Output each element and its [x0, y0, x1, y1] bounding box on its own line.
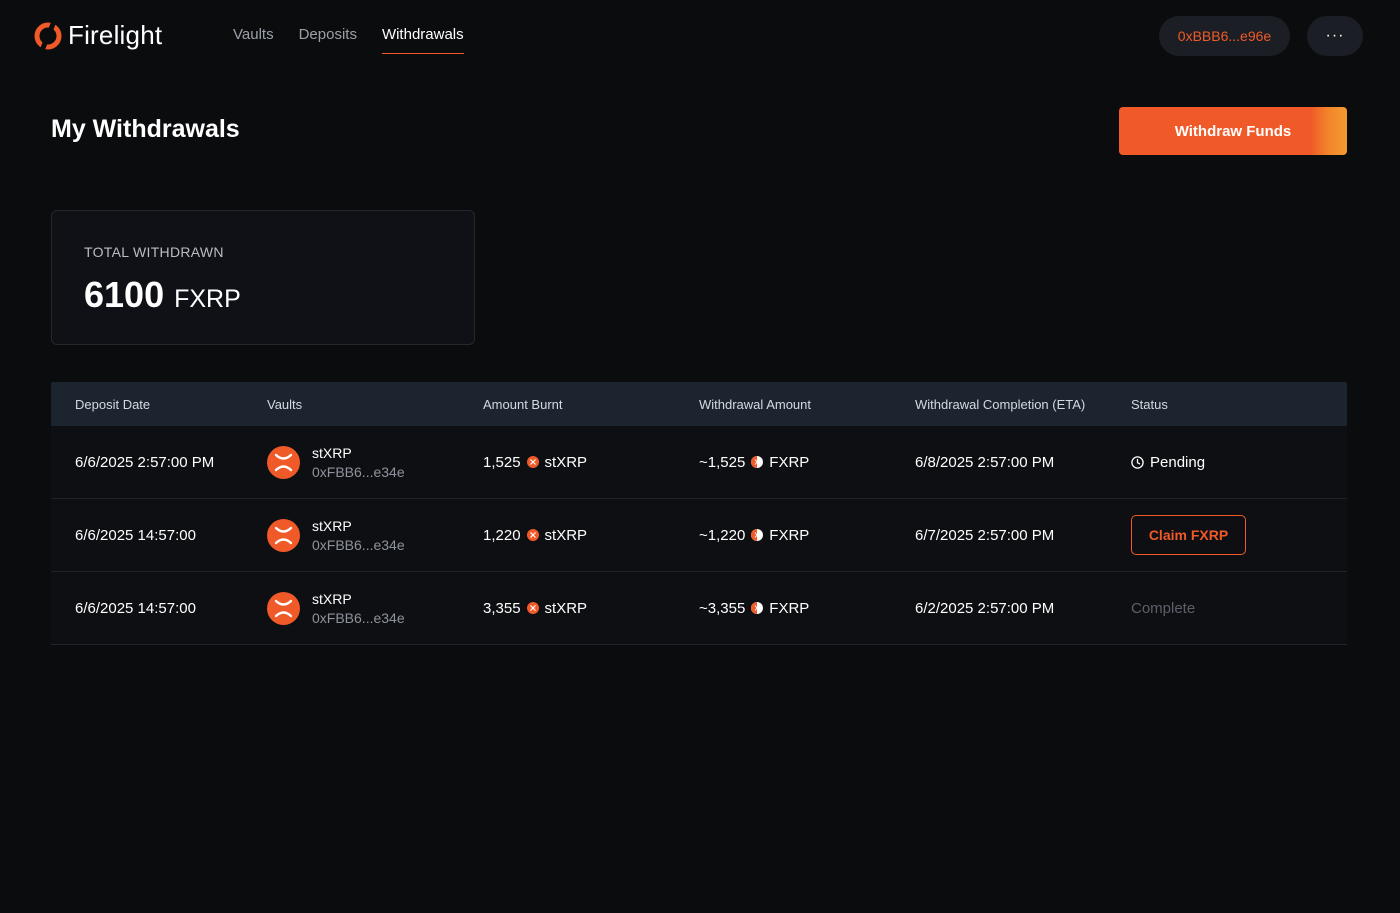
vault-address[interactable]: 0xFBB6...e34e: [312, 609, 405, 626]
total-withdrawn-value: 6100: [84, 274, 165, 315]
status-complete: Complete: [1131, 599, 1196, 617]
total-withdrawn-unit: FXRP: [174, 285, 241, 313]
more-menu-button[interactable]: ···: [1307, 16, 1363, 56]
withdrawal-amount: ~1,525 FXRP: [699, 454, 915, 471]
withdrawal-amount-token: FXRP: [769, 526, 810, 544]
withdrawal-eta: 6/8/2025 2:57:00 PM: [915, 453, 1055, 471]
fxrp-token-icon: [751, 529, 764, 541]
amount-burnt: 1,220 stXRP: [483, 527, 699, 544]
deposit-date: 6/6/2025 14:57:00: [75, 526, 196, 544]
amount-burnt-token: stXRP: [544, 599, 588, 617]
page-title: My Withdrawals: [51, 115, 240, 143]
amount-burnt: 1,525 stXRP: [483, 454, 699, 471]
vault-address[interactable]: 0xFBB6...e34e: [312, 463, 405, 480]
fxrp-token-icon: [751, 456, 764, 468]
status-cell: Claim FXRP: [1131, 515, 1347, 555]
amount-burnt: 3,355 stXRP: [483, 600, 699, 617]
amount-burnt-value: 3,355: [483, 599, 521, 617]
total-withdrawn-value-row: 6100 FXRP: [84, 274, 241, 316]
table-header: Deposit Date Vaults Amount Burnt Withdra…: [51, 382, 1347, 426]
table-row[interactable]: 6/6/2025 2:57:00 PM stXRP 0xFBB6...e34e …: [51, 426, 1347, 499]
app-name: Firelight: [68, 20, 163, 50]
column-header-eta: Withdrawal Completion (ETA): [915, 396, 1086, 412]
nav-withdrawals[interactable]: Withdrawals: [381, 26, 464, 54]
wallet-address-button[interactable]: 0xBBB6...e96e: [1159, 16, 1290, 56]
withdrawal-amount-value: ~3,355: [699, 599, 746, 617]
withdrawal-amount-token: FXRP: [769, 599, 810, 617]
withdrawal-amount-token: FXRP: [769, 453, 810, 471]
withdrawal-amount-value: ~1,525: [699, 453, 746, 471]
amount-burnt-token: stXRP: [544, 526, 588, 544]
withdrawal-amount-value: ~1,220: [699, 526, 746, 544]
table-row[interactable]: 6/6/2025 14:57:00 stXRP 0xFBB6...e34e 3,…: [51, 572, 1347, 645]
stxrp-token-icon: [526, 529, 539, 541]
app-logo[interactable]: Firelight: [34, 20, 162, 51]
claim-fxrp-button[interactable]: Claim FXRP: [1131, 515, 1246, 555]
nav-deposits[interactable]: Deposits: [298, 26, 357, 43]
deposit-date: 6/6/2025 14:57:00: [75, 599, 196, 617]
fxrp-token-icon: [751, 602, 764, 614]
total-withdrawn-card: TOTAL WITHDRAWN 6100 FXRP: [51, 210, 475, 345]
vault-name: stXRP: [312, 590, 352, 607]
withdrawal-eta: 6/2/2025 2:57:00 PM: [915, 599, 1055, 617]
status-cell: Complete: [1131, 600, 1347, 617]
xrp-coin-icon: [267, 591, 300, 625]
withdrawal-amount: ~1,220 FXRP: [699, 527, 915, 544]
withdrawal-amount: ~3,355 FXRP: [699, 600, 915, 617]
status-cell: Pending: [1131, 454, 1347, 471]
vault-cell: stXRP 0xFBB6...e34e: [267, 518, 483, 553]
deposit-date: 6/6/2025 2:57:00 PM: [75, 453, 215, 471]
vault-name: stXRP: [312, 517, 352, 534]
withdrawal-eta: 6/7/2025 2:57:00 PM: [915, 526, 1055, 544]
stxrp-token-icon: [526, 602, 539, 614]
column-header-amount-burnt: Amount Burnt: [483, 396, 563, 412]
withdrawals-table: Deposit Date Vaults Amount Burnt Withdra…: [51, 382, 1347, 645]
column-header-withdrawal-amount: Withdrawal Amount: [699, 396, 811, 412]
total-withdrawn-label: TOTAL WITHDRAWN: [84, 244, 224, 260]
flame-logo-icon: [34, 21, 62, 50]
amount-burnt-value: 1,220: [483, 526, 521, 544]
amount-burnt-token: stXRP: [544, 453, 588, 471]
status-pending: Pending: [1131, 454, 1205, 471]
withdraw-funds-button[interactable]: Withdraw Funds: [1119, 107, 1347, 155]
main-nav: Vaults Deposits Withdrawals: [233, 26, 464, 54]
amount-burnt-value: 1,525: [483, 453, 521, 471]
nav-vaults[interactable]: Vaults: [233, 26, 274, 43]
xrp-coin-icon: [267, 518, 300, 552]
status-label: Pending: [1150, 453, 1206, 471]
column-header-status: Status: [1131, 396, 1168, 412]
column-header-vaults: Vaults: [267, 396, 303, 412]
column-header-deposit-date: Deposit Date: [75, 396, 151, 412]
vault-name: stXRP: [312, 444, 352, 461]
xrp-coin-icon: [267, 445, 300, 479]
clock-icon: [1131, 455, 1144, 469]
vault-cell: stXRP 0xFBB6...e34e: [267, 591, 483, 626]
vault-address[interactable]: 0xFBB6...e34e: [312, 536, 405, 553]
stxrp-token-icon: [526, 456, 539, 468]
table-row[interactable]: 6/6/2025 14:57:00 stXRP 0xFBB6...e34e 1,…: [51, 499, 1347, 572]
vault-cell: stXRP 0xFBB6...e34e: [267, 445, 483, 480]
